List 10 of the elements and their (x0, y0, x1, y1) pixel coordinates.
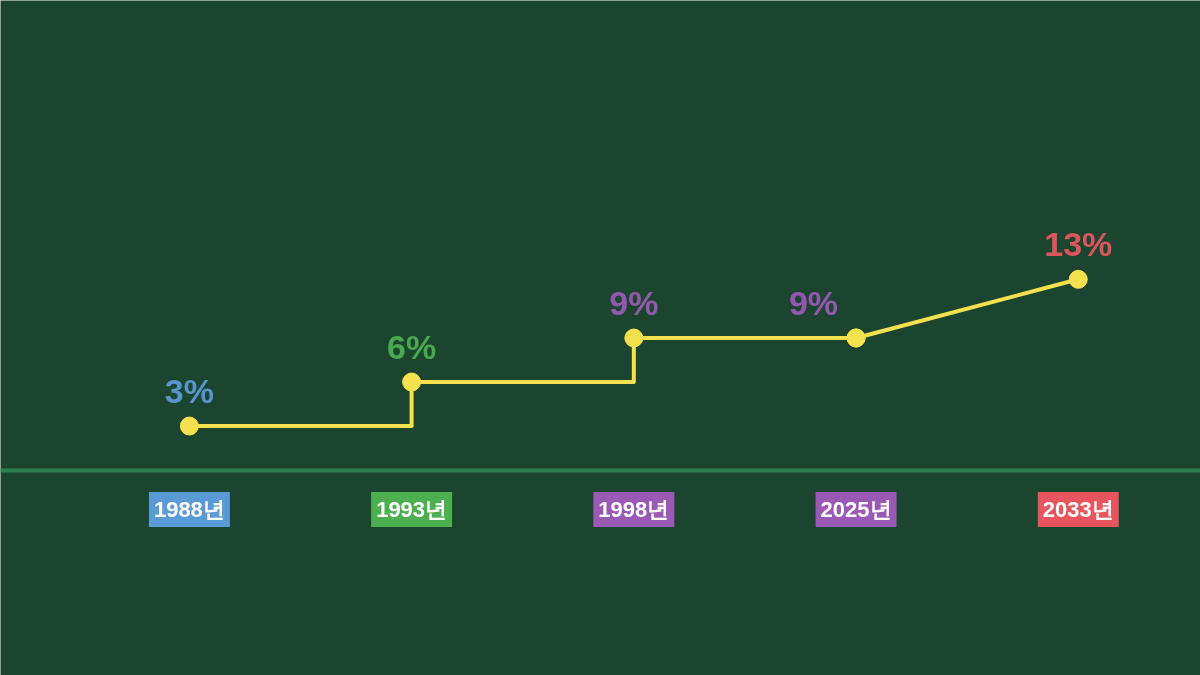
x-tick-label: 2025년 (820, 497, 892, 523)
x-tick-label: 1988년 (153, 497, 225, 523)
x-tick-label: 2033년 (1042, 497, 1114, 523)
data-label: 13% (1044, 225, 1113, 264)
x-tick-label: 1998년 (598, 497, 670, 523)
data-label: 6% (387, 328, 437, 367)
data-label: 3% (164, 372, 214, 411)
x-tick-label: 1993년 (376, 497, 448, 523)
data-label: 9% (609, 284, 659, 322)
data-label: 9% (788, 284, 839, 322)
